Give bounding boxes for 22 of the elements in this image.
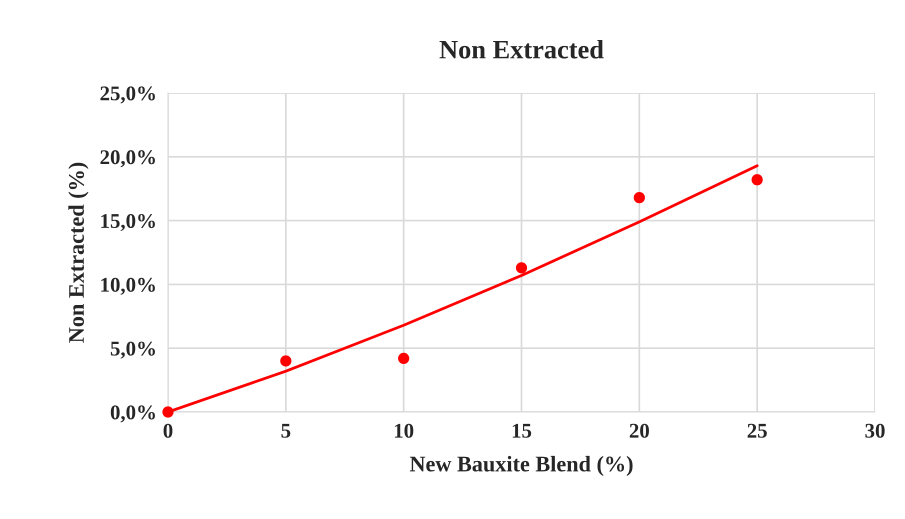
y-tick-label: 10,0% [101, 278, 155, 295]
x-tick-label: 0 [164, 424, 172, 438]
x-tick-label: 30 [865, 424, 885, 438]
x-tick-label: 25 [748, 424, 767, 438]
x-tick-label: 10 [394, 424, 414, 438]
point [634, 192, 645, 204]
y-tick-label: 5,0% [110, 342, 155, 359]
y-tick-label: 20,0% [100, 150, 155, 168]
point [752, 174, 763, 186]
point [516, 262, 528, 274]
point [280, 355, 292, 367]
x-tick-label: 15 [512, 424, 532, 438]
x-axis-title: New Bauxite Blend (%) [410, 456, 633, 476]
x-tick-label: 20 [630, 424, 649, 438]
y-tick-label: 15,0% [101, 214, 155, 232]
x-tick-label: 5 [281, 424, 290, 438]
y-tick-label: 0,0% [110, 405, 155, 422]
point [398, 352, 410, 364]
y-tick-label: 25,0% [100, 86, 155, 104]
point [162, 406, 174, 418]
y-axis-title: Non Extracted (%) [68, 162, 88, 343]
chart-title: Non Extracted [440, 40, 604, 59]
